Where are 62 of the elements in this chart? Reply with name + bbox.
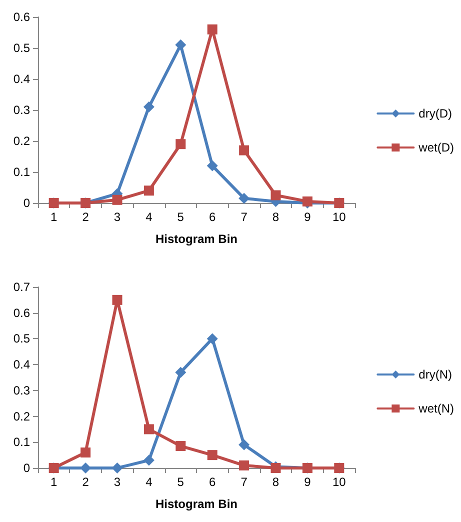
legend-label: dry(N): [418, 368, 452, 382]
x-tick-label: 6: [209, 210, 216, 224]
point: [112, 194, 122, 205]
x-tick-label: 2: [82, 475, 90, 489]
x-tick-label: 2: [82, 210, 90, 224]
y-tick-label: 0.3: [13, 383, 30, 398]
y-tick-label: 0.4: [13, 72, 30, 86]
y-tick-label: 0.5: [13, 332, 30, 346]
point: [238, 439, 250, 450]
x-axis-title: Histogram Bin: [155, 497, 238, 511]
legend-label: wet(N): [418, 402, 454, 416]
y-tick-label: 0.1: [13, 435, 30, 450]
x-tick-label: 7: [240, 475, 248, 489]
point: [239, 145, 250, 156]
y-tick-label: 0.3: [13, 103, 30, 117]
y-tick-label: 0.6: [13, 10, 30, 24]
x-tick-label: 9: [304, 475, 312, 489]
y-tick-label: 0.1: [13, 165, 30, 179]
point: [175, 366, 186, 378]
point: [176, 441, 186, 452]
point: [239, 460, 250, 470]
point: [144, 424, 154, 434]
point: [112, 294, 122, 305]
x-tick-label: 7: [240, 210, 248, 224]
point: [238, 192, 250, 204]
point: [270, 190, 281, 200]
point: [175, 39, 186, 50]
x-tick-label: 6: [209, 475, 216, 489]
point: [206, 160, 218, 172]
point: [143, 101, 154, 112]
x-tick-label: 8: [272, 210, 280, 224]
point: [112, 462, 123, 474]
y-tick-label: 0.6: [13, 306, 30, 320]
y-tick-label: 0.7: [13, 280, 30, 294]
x-tick-label: 10: [332, 210, 346, 224]
point: [143, 454, 154, 466]
y-tick-label: 0: [23, 196, 30, 210]
x-tick-label: 5: [177, 210, 184, 224]
legend-label: dry(D): [418, 106, 452, 120]
point: [207, 450, 218, 460]
y-tick-label: 0.4: [13, 358, 30, 372]
x-tick-label: 3: [114, 210, 121, 224]
x-tick-label: 8: [272, 475, 280, 489]
x-tick-label: 3: [114, 475, 121, 489]
point: [176, 139, 186, 150]
x-tick-label: 10: [332, 475, 346, 489]
y-tick-label: 0.5: [13, 41, 30, 55]
legend-label: wet(D): [418, 140, 454, 154]
x-tick-label: 1: [50, 475, 58, 489]
y-tick-label: 0.2: [13, 409, 30, 424]
y-tick-label: 0.2: [13, 134, 30, 148]
x-tick-label: 1: [50, 210, 58, 224]
x-tick-label: 5: [177, 475, 184, 489]
x-axis-title: Histogram Bin: [155, 232, 238, 246]
point: [207, 24, 218, 34]
point: [144, 186, 154, 196]
x-tick-label: 4: [146, 210, 153, 224]
x-tick-label: 4: [146, 475, 153, 489]
x-tick-label: 9: [304, 210, 312, 224]
point: [206, 333, 218, 344]
y-tick-label: 0: [23, 461, 30, 475]
point: [80, 447, 91, 458]
